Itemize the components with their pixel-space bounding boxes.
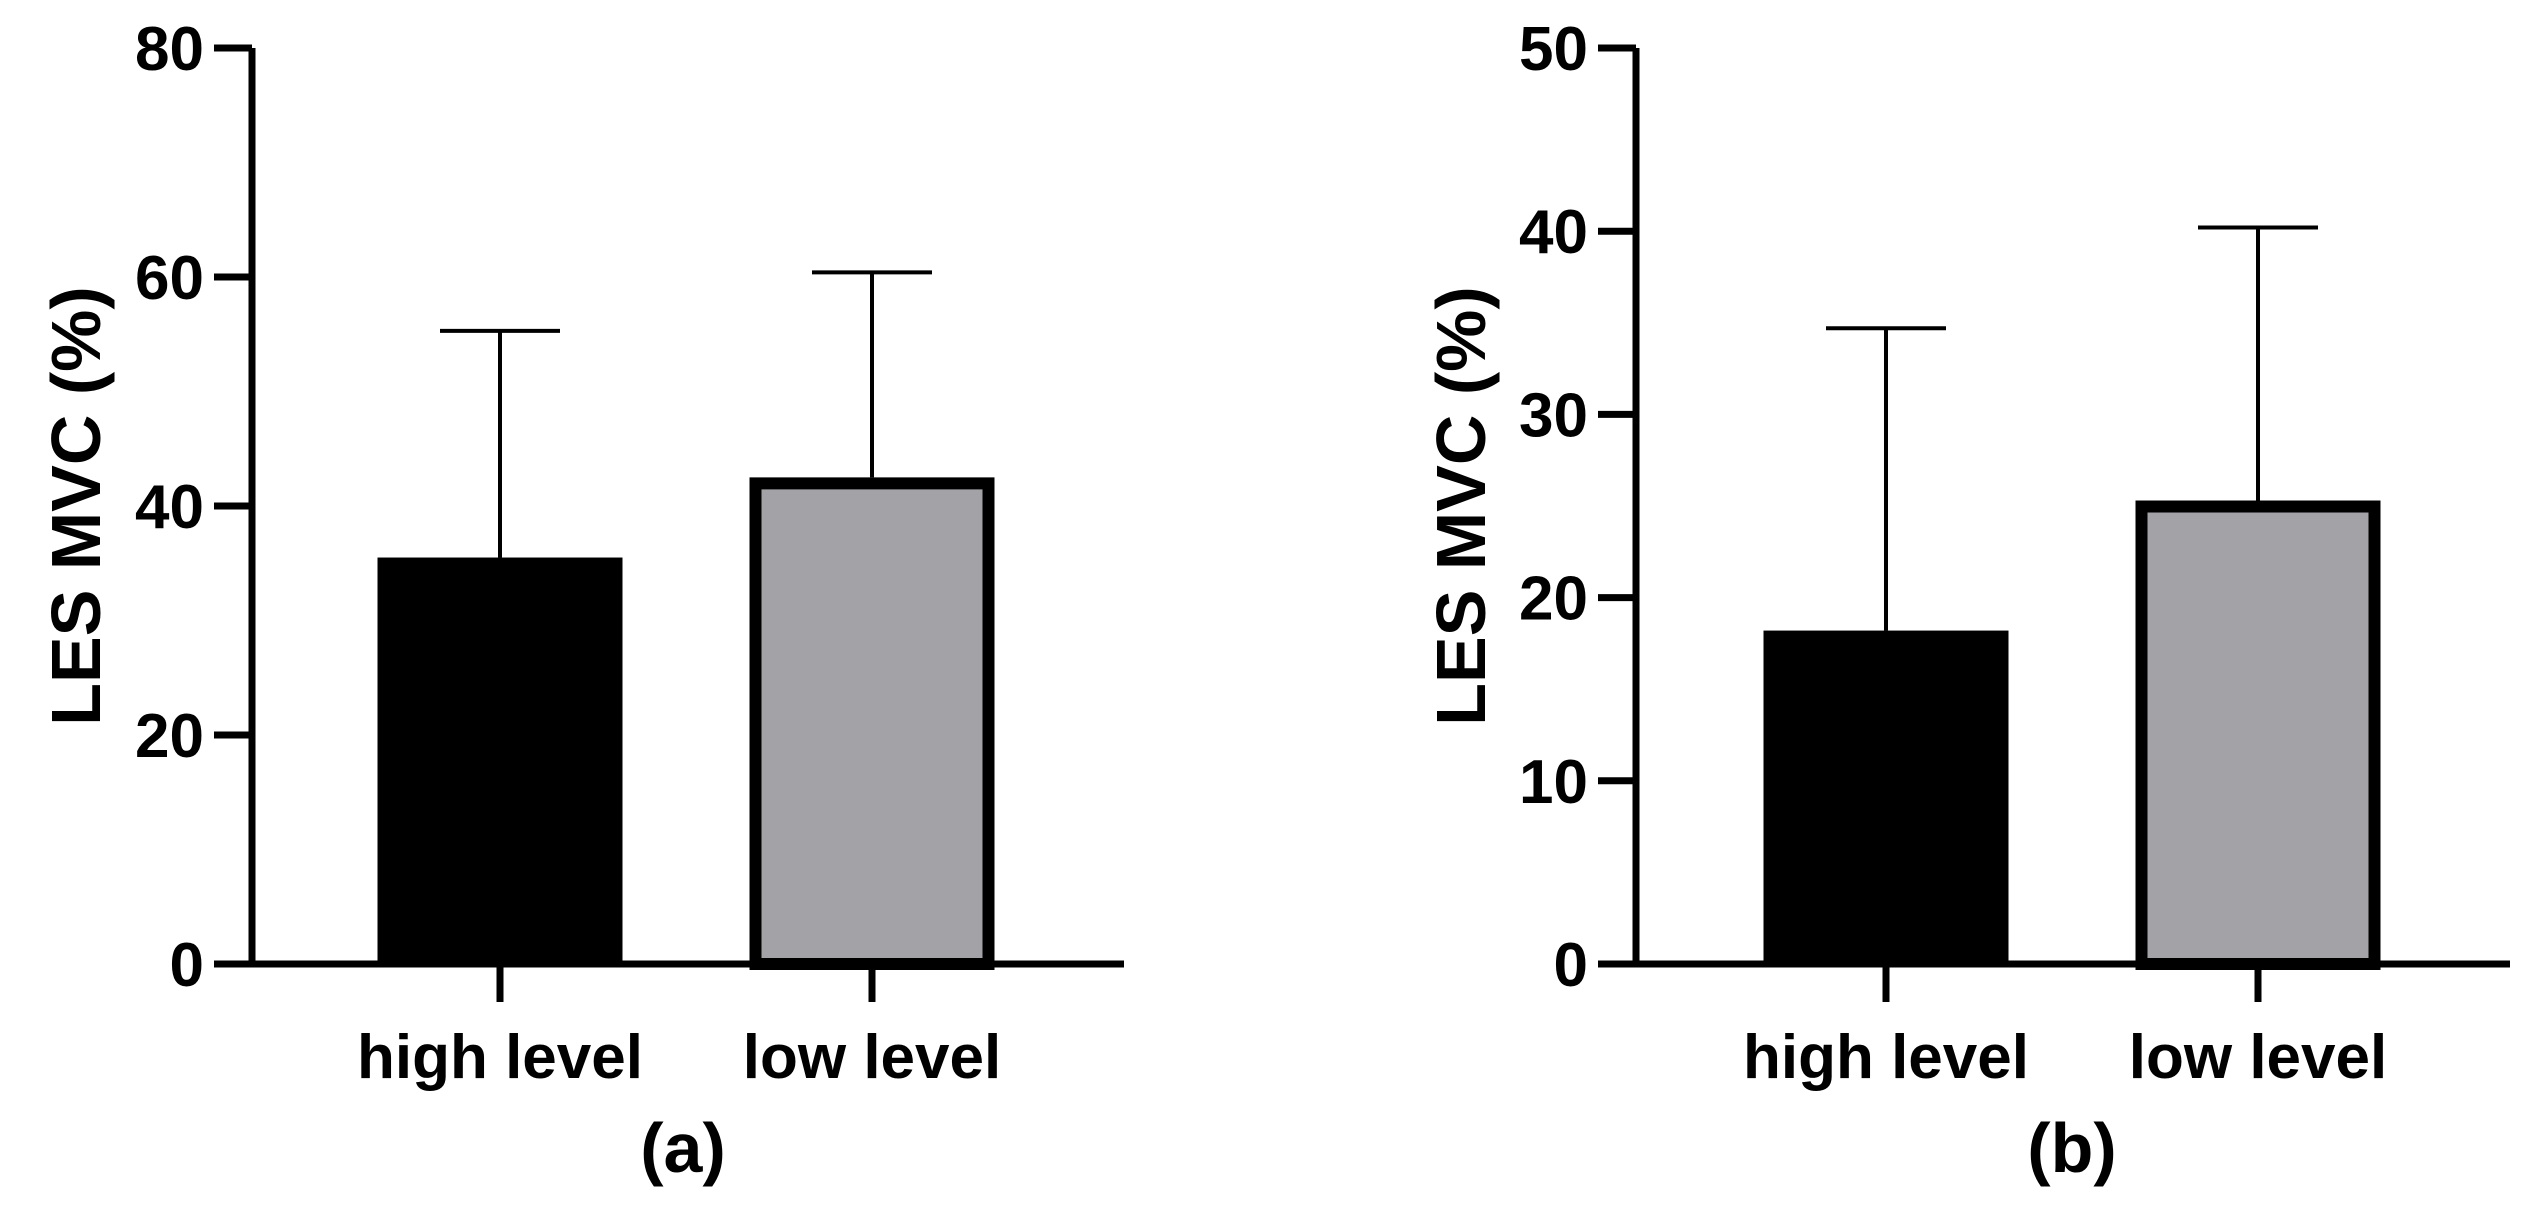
y-tick-label: 80 [135, 15, 204, 84]
chart-panel-b: 0 10 20 30 40 50 high level low level LES MVC (%… [1422, 15, 2510, 1187]
bar-high-level [377, 557, 623, 964]
y-axis-label: LES MVC (%) [1422, 286, 1500, 725]
panel-label: (a) [640, 1109, 726, 1187]
x-tick-label: low level [743, 1023, 1001, 1092]
y-tick-label: 10 [1519, 748, 1588, 817]
y-tick-label: 20 [135, 702, 204, 771]
y-axis-label: LES MVC (%) [37, 286, 115, 725]
y-tick-label: 30 [1519, 381, 1588, 450]
panel-label: (b) [2027, 1109, 2116, 1187]
x-tick-label: high level [1743, 1023, 2029, 1092]
bar-high-level [1763, 630, 2009, 964]
y-tick-label: 0 [1554, 931, 1588, 1000]
x-tick-label: high level [357, 1023, 643, 1092]
y-tick-label: 40 [1519, 198, 1588, 267]
chart-panel-a: 0 20 40 60 80 high level low level LES MVC (%) (… [37, 15, 1124, 1187]
y-tick-label: 0 [170, 931, 204, 1000]
x-tick-label: low level [2129, 1023, 2387, 1092]
y-tick-label: 60 [135, 244, 204, 313]
y-tick-label: 40 [135, 473, 204, 542]
y-tick-label: 20 [1519, 565, 1588, 634]
bar-low-level [749, 477, 995, 970]
y-tick-label: 50 [1519, 15, 1588, 84]
bar-low-level [2135, 500, 2381, 970]
